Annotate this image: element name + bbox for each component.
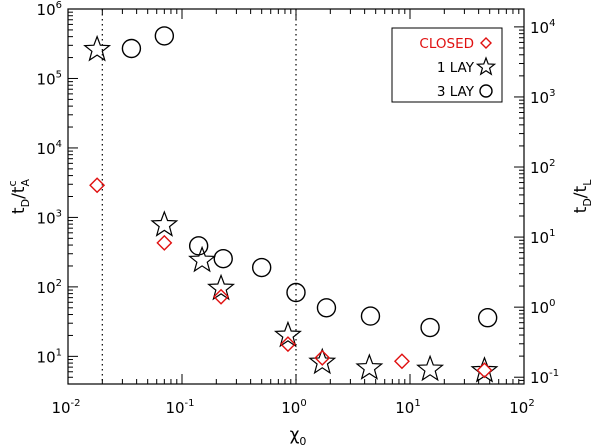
marker-star-2: [188, 245, 217, 273]
y-tick-label: 104: [37, 139, 62, 158]
marker-diamond-1: [156, 234, 173, 251]
x-tick-label: 101: [395, 398, 420, 417]
marker-circle-9: [477, 308, 498, 328]
y2-axis-label: tD/tL: [571, 179, 594, 214]
tick-labels: 10-2 10-1 100 101 102 101 102 103 104 105 106 10-1 1…: [37, 0, 560, 417]
marker-diamond-2: [213, 288, 230, 305]
marker-circle-3: [213, 248, 233, 269]
legend-marker-circle: [479, 84, 493, 98]
marker-diamond-6: [476, 362, 493, 379]
legend: CLOSED 1 LAY 3 LAY: [391, 27, 503, 103]
y2-tick-label: 103: [530, 88, 555, 107]
marker-circle-8: [420, 317, 440, 338]
y2-tick-label: 100: [530, 298, 555, 317]
y2-tick-label: 10-1: [530, 368, 559, 387]
y-tick-label: 101: [37, 347, 62, 366]
y-tick-label: 105: [37, 69, 62, 88]
marker-diamond-3: [279, 336, 296, 353]
y2-tick-label: 104: [530, 18, 555, 37]
y-tick-label: 106: [37, 0, 62, 19]
axis-ticks: [67, 8, 525, 385]
marker-circle-5: [286, 282, 306, 303]
y-tick-label: 102: [37, 278, 62, 297]
x-tick-label: 10-1: [165, 398, 194, 417]
marker-circle-7: [360, 306, 381, 326]
legend-marker-star: [475, 56, 497, 76]
marker-star-5: [308, 347, 337, 375]
x-tick-label: 10-2: [51, 398, 80, 417]
reference-lines: [101, 9, 297, 384]
marker-circle-6: [316, 298, 337, 318]
marker-star-1: [150, 210, 179, 237]
marker-star-6: [355, 353, 384, 380]
legend-label-2: 3 LAY: [437, 84, 475, 100]
legend-label-0: CLOSED: [419, 36, 474, 52]
axis-labels: χ0 tD/tcA tD/tL: [6, 178, 594, 448]
x-axis-label: χ0: [290, 425, 307, 448]
marker-star-0: [83, 34, 112, 62]
marker-diamond-0: [89, 177, 106, 194]
y-axis-label: tD/tcA: [6, 178, 32, 214]
marker-circle-2: [188, 236, 209, 256]
x-tick-label: 102: [509, 398, 534, 417]
marker-star-8: [470, 356, 499, 383]
marker-circle-4: [251, 257, 272, 278]
marker-star-3: [207, 273, 236, 301]
marker-star-4: [273, 320, 302, 348]
marker-star-7: [416, 354, 445, 382]
y2-tick-label: 101: [530, 228, 555, 247]
legend-marker-diamond: [480, 37, 492, 49]
data-markers: [83, 26, 499, 383]
marker-circle-1: [154, 26, 175, 46]
y2-tick-label: 102: [530, 158, 555, 177]
x-tick-label: 100: [281, 398, 306, 417]
marker-diamond-4: [314, 349, 331, 366]
marker-circle-0: [121, 38, 142, 59]
legend-label-1: 1 LAY: [437, 60, 475, 76]
marker-diamond-5: [393, 353, 410, 370]
y-tick-label: 103: [37, 208, 62, 227]
